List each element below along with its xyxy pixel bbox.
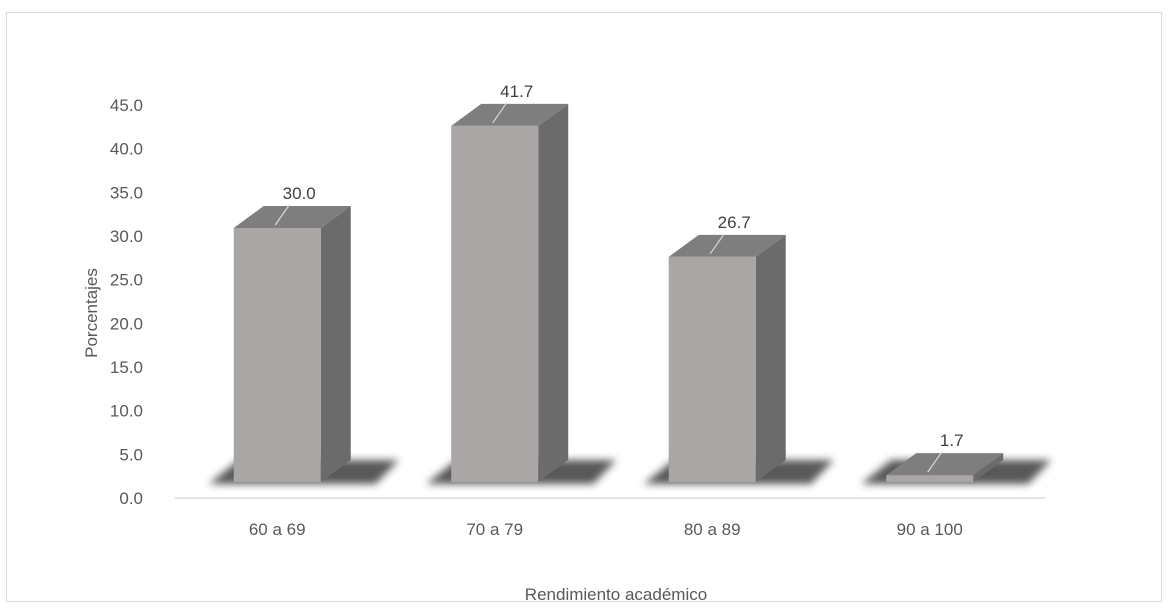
- x-tick-label: 60 a 69: [249, 520, 306, 539]
- y-tick-label: 40.0: [110, 140, 143, 159]
- bar-side: [755, 234, 786, 482]
- data-label: 30.0: [283, 184, 316, 203]
- bar: 1.7: [861, 431, 1052, 484]
- bars: 30.0 41.7 26.7 1.7: [208, 82, 1052, 484]
- bar: 26.7: [643, 213, 834, 484]
- bar-front: [668, 256, 756, 482]
- y-axis-title: Porcentajes: [82, 268, 101, 358]
- data-label-leader: [927, 451, 943, 473]
- data-label: 26.7: [718, 213, 751, 232]
- bar-front: [451, 125, 539, 482]
- y-tick-label: 30.0: [110, 227, 143, 246]
- data-label-leader: [274, 204, 290, 226]
- y-tick-label: 15.0: [110, 358, 143, 377]
- x-tick-label: 80 a 89: [684, 520, 741, 539]
- bar: 30.0: [208, 184, 399, 484]
- y-axis-ticks: 0.0 5.0 10.0 15.0 20.0 25.0 30.0 35.0 40.0 45.0: [110, 96, 143, 508]
- y-tick-label: 25.0: [110, 271, 143, 290]
- x-tick-label: 90 a 100: [897, 520, 963, 539]
- y-tick-label: 5.0: [119, 445, 143, 464]
- bar-top: [233, 206, 351, 228]
- x-tick-label: 70 a 79: [466, 520, 523, 539]
- bar-side: [320, 206, 351, 482]
- bar-top: [668, 234, 786, 257]
- bar-front: [886, 475, 974, 482]
- y-tick-label: 45.0: [110, 96, 143, 115]
- y-tick-label: 0.0: [119, 489, 143, 508]
- y-tick-label: 35.0: [110, 183, 143, 202]
- chart-frame: [6, 12, 1162, 602]
- bar-side: [538, 103, 569, 482]
- x-axis-title: Rendimiento académico: [525, 585, 707, 604]
- y-tick-label: 20.0: [110, 314, 143, 333]
- data-label-leader: [709, 233, 725, 255]
- data-label: 1.7: [940, 431, 964, 450]
- bar-side: [973, 453, 1004, 482]
- bar-top: [451, 103, 569, 126]
- data-label: 41.7: [500, 82, 533, 101]
- y-tick-label: 10.0: [110, 402, 143, 421]
- x-axis-ticks: 60 a 69 70 a 79 80 a 89 90 a 100: [249, 520, 963, 539]
- bar-front: [233, 228, 321, 482]
- bar: 41.7: [426, 82, 617, 484]
- data-label-leader: [492, 102, 508, 124]
- bar-top: [886, 453, 1004, 476]
